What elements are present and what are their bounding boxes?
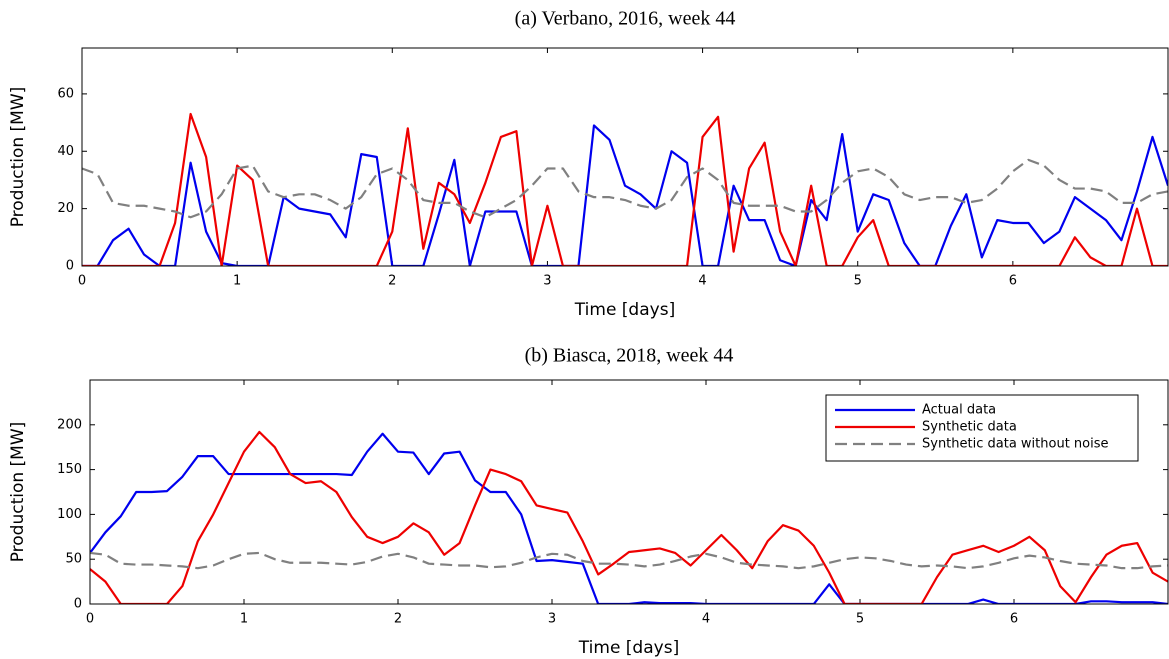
series-line — [90, 430, 1168, 604]
y-axis-label: Production [MW] — [8, 422, 28, 563]
x-tick-label: 6 — [1009, 274, 1017, 289]
x-tick-label: 4 — [702, 612, 710, 627]
y-tick-label: 20 — [57, 201, 74, 216]
x-tick-label: 0 — [78, 274, 86, 289]
y-tick-label: 0 — [74, 597, 82, 612]
x-tick-label: 4 — [698, 274, 706, 289]
legend-label: Actual data — [922, 403, 996, 418]
plot-area — [82, 112, 1168, 266]
series-line — [82, 158, 1168, 219]
axes-frame — [81, 47, 1169, 267]
x-tick-label: 6 — [1010, 612, 1018, 627]
x-tick-label: 2 — [394, 612, 402, 627]
chart-title: (a) Verbano, 2016, week 44 — [515, 8, 736, 30]
y-tick-label: 40 — [57, 144, 74, 159]
legend-label: Synthetic data — [922, 420, 1017, 435]
y-tick-label: 200 — [57, 417, 82, 432]
x-tick-label: 2 — [388, 274, 396, 289]
series-line — [82, 124, 1168, 266]
x-tick-label: 5 — [856, 612, 864, 627]
x-tick-label: 1 — [233, 274, 241, 289]
series-line — [90, 432, 1168, 604]
axes-frame — [89, 379, 1169, 605]
x-axis-label: Time [days] — [574, 300, 675, 320]
x-tick-label: 3 — [543, 274, 551, 289]
x-tick-label: 0 — [86, 612, 94, 627]
y-tick-label: 150 — [57, 462, 82, 477]
legend-label: Synthetic data without noise — [922, 437, 1109, 452]
x-tick-label: 3 — [548, 612, 556, 627]
chart-title: (b) Biasca, 2018, week 44 — [525, 345, 734, 367]
y-tick-label: 100 — [57, 507, 82, 522]
y-tick-label: 50 — [65, 552, 82, 567]
y-axis-label: Production [MW] — [8, 87, 28, 228]
y-tick-label: 0 — [66, 259, 74, 274]
plot-area — [90, 430, 1168, 604]
x-tick-label: 1 — [240, 612, 248, 627]
x-tick-label: 5 — [854, 274, 862, 289]
series-line — [82, 112, 1168, 266]
y-tick-label: 60 — [57, 86, 74, 101]
x-axis-label: Time [days] — [578, 638, 679, 658]
series-line — [90, 551, 1168, 570]
